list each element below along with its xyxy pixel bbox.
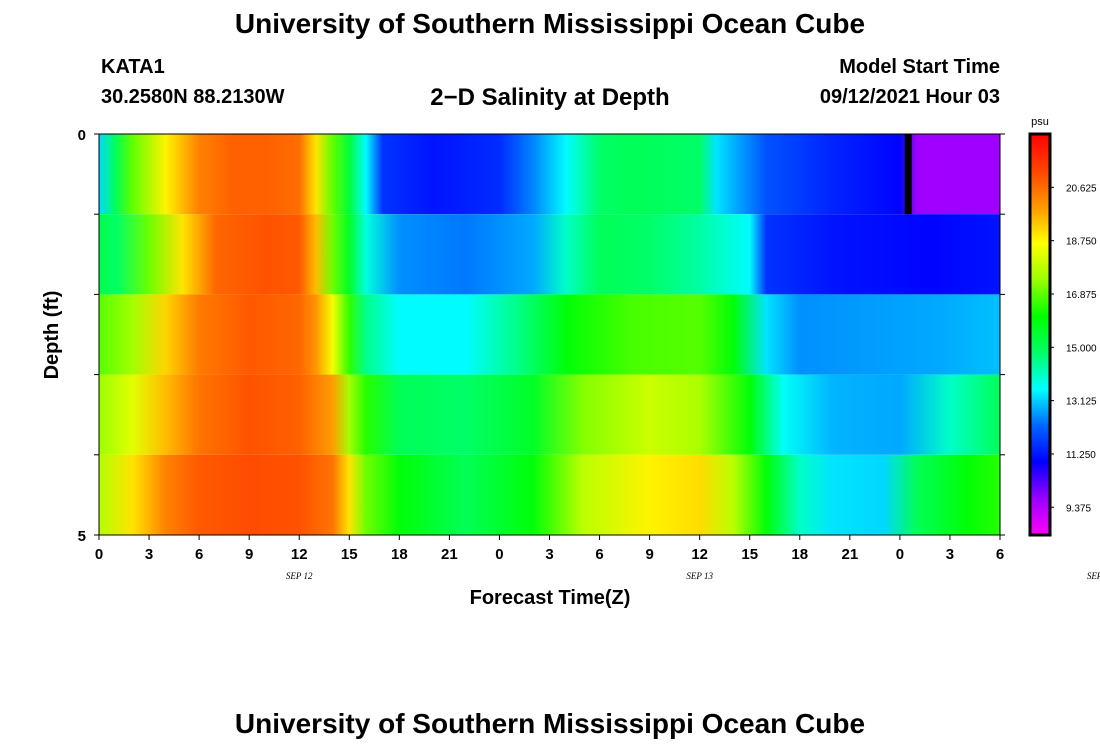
current-time-marker	[904, 134, 912, 215]
depth-layer-3	[99, 374, 1000, 455]
date-label: SEP 13	[686, 571, 713, 581]
x-tick-label: 3	[145, 546, 153, 563]
x-tick-label: 0	[495, 546, 503, 563]
x-tick-label: 6	[996, 546, 1004, 563]
colorbar-tick-label: 9.375	[1066, 503, 1091, 514]
x-tick-label: 18	[391, 546, 408, 563]
footer-title: University of Southern Mississippi Ocean…	[234, 708, 866, 739]
colorbar: psu 20.625 18.750 16.875 15.000 13.125 11.250 9…	[1028, 116, 1097, 537]
x-tick-label: 15	[741, 546, 758, 563]
colorbar-tick-label: 20.625	[1066, 183, 1097, 194]
x-axis-title: Forecast Time(Z)	[470, 587, 631, 609]
x-tick-label: 12	[291, 546, 308, 563]
x-tick-label: 9	[645, 546, 653, 563]
colorbar-tick-label: 15.000	[1066, 343, 1097, 354]
model-start-time: 09/12/2021 Hour 03	[819, 86, 1000, 108]
y-axis: 05	[78, 127, 1005, 545]
colorbar-tick-label: 13.125	[1066, 397, 1097, 408]
colorbar-tick-label: 18.750	[1066, 237, 1097, 248]
depth-layer-1	[99, 214, 1000, 295]
station-coordinates: 30.2580N 88.2130W	[101, 86, 285, 108]
x-tick-label: 18	[791, 546, 808, 563]
y-tick-label: 0	[78, 127, 86, 144]
x-axis: 0 3 6 9 12 15 18 21 0 3 6 9 12 15 18 21 0 3 6 SEP 12 SEP 13 S…	[95, 535, 1100, 581]
x-tick-label: 12	[691, 546, 708, 563]
y-axis-title: Depth (ft)	[41, 291, 63, 380]
x-tick-label: 0	[95, 546, 103, 563]
x-tick-label: 6	[195, 546, 203, 563]
station-id: KATA1	[101, 56, 165, 78]
main-title: University of Southern Mississippi Ocean…	[234, 8, 866, 39]
x-tick-label: 3	[545, 546, 553, 563]
y-tick-label: 5	[78, 528, 86, 545]
colorbar-tick-label: 11.250	[1066, 450, 1096, 461]
colorbar-unit: psu	[1031, 116, 1049, 128]
chart-subtitle: 2−D Salinity at Depth	[430, 84, 670, 111]
date-label: SEP 12	[286, 571, 313, 581]
x-tick-label: 21	[841, 546, 858, 563]
x-tick-label: 15	[341, 546, 358, 563]
depth-layer-4	[99, 454, 1000, 535]
x-tick-label: 9	[245, 546, 253, 563]
colorbar-tick-label: 16.875	[1066, 290, 1097, 301]
colorbar-scale	[1028, 132, 1052, 537]
date-label: SEP 14	[1087, 571, 1100, 581]
depth-layer-2	[99, 294, 1000, 375]
model-start-label: Model Start Time	[839, 56, 1000, 78]
x-tick-label: 0	[896, 546, 904, 563]
x-tick-label: 6	[595, 546, 603, 563]
depth-layer-0	[99, 134, 1000, 215]
heatmap-layers	[99, 134, 1000, 535]
x-tick-label: 3	[946, 546, 954, 563]
x-tick-label: 21	[441, 546, 458, 563]
